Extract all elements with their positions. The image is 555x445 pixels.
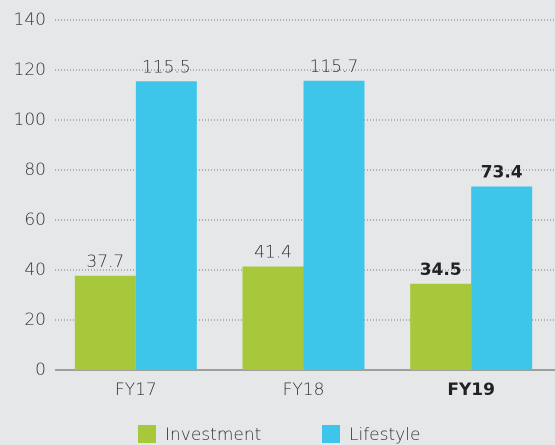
y-tick-label: 0 xyxy=(35,360,46,380)
legend-swatch xyxy=(138,425,156,443)
y-tick-label: 120 xyxy=(14,60,46,80)
x-tick-label: FY17 xyxy=(115,380,157,400)
y-tick-label: 140 xyxy=(14,10,46,30)
legend-label: Investment xyxy=(165,425,261,445)
value-label: 41.4 xyxy=(254,243,292,263)
bar xyxy=(410,283,472,370)
value-label: 34.5 xyxy=(420,260,462,280)
legend-swatch xyxy=(322,425,340,443)
y-tick-label: 80 xyxy=(24,160,46,180)
bar xyxy=(242,266,304,370)
x-tick-label: FY19 xyxy=(447,380,495,400)
legend-label: Lifestyle xyxy=(349,425,420,445)
value-label: 37.7 xyxy=(86,252,124,272)
bar xyxy=(74,275,136,370)
value-label: 115.7 xyxy=(310,57,359,77)
bar xyxy=(471,186,533,370)
y-tick-label: 20 xyxy=(24,310,46,330)
value-label: 115.5 xyxy=(142,57,191,77)
y-tick-label: 100 xyxy=(14,110,46,130)
bar xyxy=(303,80,365,370)
x-tick-label: FY18 xyxy=(283,380,325,400)
y-tick-label: 60 xyxy=(24,210,46,230)
y-tick-label: 40 xyxy=(24,260,46,280)
value-label: 73.4 xyxy=(481,163,523,183)
bar xyxy=(135,81,197,370)
